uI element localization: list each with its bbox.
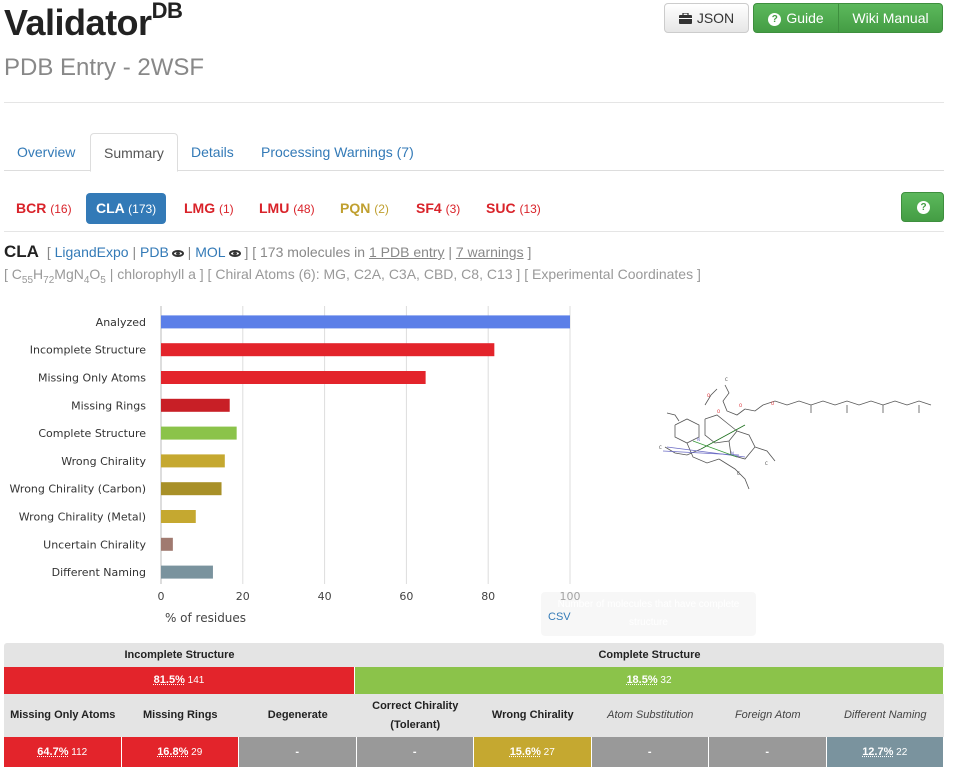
csv-link[interactable]: CSV	[548, 611, 571, 623]
incomplete-structure-cell[interactable]: 81.5% 141	[4, 667, 355, 694]
ligand-code: CLA	[4, 242, 39, 261]
bar[interactable]	[161, 537, 173, 551]
ligand-pill-cla[interactable]: CLA (173)	[86, 193, 167, 224]
value-cell-degenerate: -	[239, 737, 357, 767]
value-cell-missing-rings[interactable]: 16.8% 29	[121, 737, 239, 767]
pills-divider	[4, 231, 944, 232]
ligand-pill-bcr[interactable]: BCR (16)	[16, 200, 72, 216]
svg-text:O: O	[771, 401, 774, 406]
x-tick-label: 40	[318, 590, 332, 603]
ligand-formula-line: [ C55H72MgN4O5 | chlorophyll a ] [ Chira…	[4, 266, 701, 286]
column-header-different-naming: Different Naming	[826, 694, 944, 737]
bar[interactable]	[161, 565, 213, 579]
svg-text:N: N	[731, 451, 734, 456]
category-label: Incomplete Structure	[30, 344, 146, 357]
bar[interactable]	[161, 398, 230, 412]
column-header-atom-substitution: Atom Substitution	[591, 694, 709, 737]
page-subtitle: PDB Entry - 2WSF	[4, 54, 205, 81]
chiral-atoms: Chiral Atoms (6): MG, C2A, C3A, CBD, C8,…	[215, 266, 513, 282]
eye-icon[interactable]	[228, 249, 241, 257]
chart-tooltip: Number of molecules that have complete s…	[541, 592, 756, 636]
app-title: ValidatorDB	[4, 0, 183, 43]
bar[interactable]	[161, 426, 237, 440]
complete-structure-header: Complete Structure	[355, 643, 944, 667]
column-header-missing-rings: Missing Rings	[121, 694, 239, 737]
molecule-structure-image: C O O O O C C C N N	[659, 377, 932, 490]
guide-button[interactable]: ? Guide	[753, 3, 839, 33]
category-label: Complete Structure	[38, 427, 146, 440]
category-label: Analyzed	[96, 316, 146, 329]
briefcase-icon	[678, 5, 692, 33]
tab-details[interactable]: Details	[191, 144, 234, 160]
x-tick-label: 60	[399, 590, 413, 603]
category-label: Missing Only Atoms	[38, 372, 146, 385]
tab-summary[interactable]: Summary	[90, 133, 178, 172]
bar[interactable]	[161, 482, 222, 496]
column-header-correct-chirality-tolerant: Correct Chirality (Tolerant)	[356, 694, 474, 737]
ligand-pill-lmg[interactable]: LMG (1)	[184, 200, 234, 216]
residues-bar-chart: 020406080100AnalyzedIncomplete Structure…	[10, 306, 581, 625]
value-cell-foreign-atom: -	[709, 737, 827, 767]
question-icon: ?	[917, 201, 930, 214]
warnings-link[interactable]: 7 warnings	[455, 244, 524, 260]
ligand-info-line: CLA [ LigandExpo | PDB | MOL ] [ 173 mol…	[4, 242, 532, 261]
svg-text:C: C	[659, 445, 662, 450]
svg-text:O: O	[717, 409, 720, 414]
pdb-link[interactable]: PDB	[140, 244, 169, 260]
column-header-degenerate: Degenerate	[239, 694, 357, 737]
ligand-pill-sf4[interactable]: SF4 (3)	[416, 200, 461, 216]
pdb-entry-link[interactable]: 1 PDB entry	[368, 244, 445, 260]
svg-text:N: N	[697, 437, 700, 442]
category-label: Wrong Chirality (Metal)	[19, 511, 146, 524]
header-divider	[4, 102, 944, 103]
incomplete-structure-header: Incomplete Structure	[4, 643, 355, 667]
bar[interactable]	[161, 371, 426, 384]
bar[interactable]	[161, 343, 495, 357]
svg-text:C: C	[737, 471, 740, 476]
svg-text:C: C	[765, 461, 768, 466]
svg-text:O: O	[707, 393, 710, 398]
question-icon: ?	[768, 12, 782, 26]
ligand-pill-pqn[interactable]: PQN (2)	[340, 200, 389, 216]
value-cell-atom-substitution: -	[591, 737, 709, 767]
complete-structure-cell[interactable]: 18.5% 32	[355, 667, 944, 694]
wiki-manual-button[interactable]: Wiki Manual	[838, 3, 943, 33]
coordinates-type: Experimental Coordinates	[532, 266, 694, 282]
x-tick-label: 80	[481, 590, 495, 603]
ligandexpo-link[interactable]: LigandExpo	[54, 244, 129, 260]
category-label: Different Naming	[52, 566, 146, 579]
tab-processing-warnings[interactable]: Processing Warnings (7)	[261, 144, 414, 160]
ligand-pill-lmu[interactable]: LMU (48)	[259, 200, 315, 216]
x-axis-label: % of residues	[165, 611, 246, 625]
bar[interactable]	[161, 315, 570, 329]
svg-text:O: O	[739, 403, 742, 408]
ligand-pill-suc[interactable]: SUC (13)	[486, 200, 541, 216]
value-cell-different-naming[interactable]: 12.7% 22	[826, 737, 944, 767]
svg-text:C: C	[725, 377, 728, 382]
x-tick-label: 0	[158, 590, 165, 603]
ligand-help-button[interactable]: ?	[901, 192, 944, 222]
main-tabs: Overview Summary Details Processing Warn…	[4, 133, 944, 172]
bar[interactable]	[161, 510, 196, 523]
json-button[interactable]: JSON	[664, 3, 749, 33]
category-label: Wrong Chirality (Carbon)	[10, 483, 146, 496]
column-header-wrong-chirality: Wrong Chirality	[474, 694, 592, 737]
eye-icon[interactable]	[171, 249, 184, 257]
value-cell-correct-chirality-tolerant: -	[356, 737, 474, 767]
category-label: Missing Rings	[71, 399, 146, 412]
ligand-name: chlorophyll a	[117, 266, 196, 282]
column-header-missing-only-atoms: Missing Only Atoms	[4, 694, 122, 737]
category-label: Wrong Chirality	[61, 455, 146, 468]
x-tick-label: 20	[236, 590, 250, 603]
mol-link[interactable]: MOL	[195, 244, 226, 260]
column-header-foreign-atom: Foreign Atom	[709, 694, 827, 737]
category-label: Uncertain Chirality	[43, 538, 146, 551]
value-cell-wrong-chirality[interactable]: 15.6% 27	[474, 737, 592, 767]
bar[interactable]	[161, 454, 225, 468]
value-cell-missing-only-atoms[interactable]: 64.7% 112	[4, 737, 122, 767]
tab-overview[interactable]: Overview	[17, 144, 76, 160]
